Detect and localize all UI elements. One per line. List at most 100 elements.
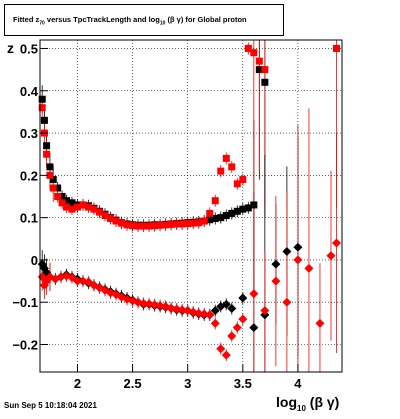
point-1-44 (332, 44, 340, 52)
point-0-35 (217, 214, 225, 222)
point-3-20 (139, 298, 149, 308)
point-3-27 (177, 305, 187, 315)
point-3-38 (238, 314, 248, 324)
point-0-33 (206, 216, 214, 224)
point-0-4 (49, 176, 57, 184)
point-3-17 (122, 294, 132, 304)
point-1-5 (54, 192, 62, 200)
title-prefix: Fitted z (13, 15, 40, 24)
point-0-41 (250, 201, 258, 209)
point-2-36 (227, 304, 237, 314)
point-1-38 (233, 180, 241, 188)
y-tick-label-2: 0 (31, 253, 38, 268)
point-3-39 (249, 289, 259, 299)
x-axis-label-sub: 10 (297, 403, 306, 413)
point-3-26 (172, 304, 182, 314)
point-0-37 (228, 209, 236, 217)
point-0-34 (211, 214, 219, 222)
point-0-5 (54, 184, 62, 192)
x-axis-label-main: log (276, 394, 297, 410)
point-0-0 (38, 95, 46, 103)
point-1-6 (58, 199, 66, 207)
point-3-23 (155, 301, 165, 311)
point-1-18 (123, 221, 131, 229)
point-3-42 (282, 297, 292, 307)
y-tick-label-3: 0.1 (20, 211, 38, 226)
x-tick-label-0: 2 (74, 376, 81, 391)
x-tick-label-3: 3.5 (234, 376, 252, 391)
point-2-33 (210, 306, 220, 316)
point-3-41 (271, 276, 281, 286)
y-tick-label-0: −0.2 (12, 338, 38, 353)
y-tick-label-5: 0.3 (20, 126, 38, 141)
point-3-47 (331, 238, 341, 248)
title-sub-2: 10 (159, 20, 166, 27)
timestamp-footer: Sun Sep 5 10:18:04 2021 (4, 401, 97, 410)
point-0-8 (68, 199, 76, 207)
point-1-12 (90, 205, 98, 213)
point-1-8 (68, 205, 76, 213)
point-3-30 (194, 308, 204, 318)
point-1-13 (96, 208, 104, 216)
point-3-33 (210, 318, 220, 328)
title-middle: versus TpcTrackLength and log (44, 15, 160, 24)
point-3-35 (221, 350, 231, 360)
point-3-36 (227, 331, 237, 341)
point-0-39 (239, 205, 247, 213)
point-1-11 (84, 203, 92, 211)
point-1-42 (255, 57, 263, 65)
point-0-43 (261, 78, 269, 86)
point-3-5 (56, 272, 66, 282)
point-3-31 (199, 309, 209, 319)
point-2-37 (238, 293, 248, 303)
point-3-46 (326, 251, 336, 261)
point-3-43 (293, 255, 303, 265)
point-1-39 (239, 176, 247, 184)
x-tick-label-1: 2.5 (124, 376, 142, 391)
point-2-35 (221, 299, 231, 309)
point-1-26 (167, 220, 175, 228)
point-1-33 (206, 209, 214, 217)
point-1-29 (184, 220, 192, 228)
point-1-2 (43, 150, 51, 158)
point-2-42 (293, 242, 303, 252)
point-1-25 (162, 221, 170, 229)
point-1-43 (261, 66, 269, 74)
point-3-45 (315, 318, 325, 328)
x-axis-label-suffix: (β γ) (305, 394, 340, 410)
point-1-7 (62, 203, 70, 211)
point-3-21 (144, 299, 154, 309)
point-1-15 (107, 214, 115, 222)
point-1-4 (49, 184, 57, 192)
y-axis-label: z (7, 40, 14, 56)
point-0-3 (46, 163, 54, 171)
y-tick-label-7: 0.5 (20, 41, 38, 56)
x-tick-label-4: 4 (294, 376, 302, 391)
point-0-40 (244, 204, 252, 212)
point-1-23 (151, 222, 159, 230)
x-tick-label-2: 3 (184, 376, 191, 391)
point-1-22 (145, 222, 153, 230)
point-3-8 (72, 276, 82, 286)
point-0-42 (255, 66, 263, 74)
point-2-38 (249, 323, 259, 333)
point-1-41 (250, 49, 258, 57)
point-3-22 (150, 300, 160, 310)
point-0-2 (43, 142, 51, 150)
point-0-7 (62, 197, 70, 205)
point-1-21 (140, 222, 148, 230)
point-1-37 (228, 163, 236, 171)
point-1-30 (189, 219, 197, 227)
point-3-25 (166, 303, 176, 313)
point-3-37 (232, 323, 242, 333)
y-tick-label-1: −0.1 (12, 295, 38, 310)
plot-title: Fitted z70 versus TpcTrackLength and log… (4, 4, 284, 36)
point-3-32 (205, 310, 215, 320)
plot-frame (39, 39, 343, 373)
point-1-19 (129, 222, 137, 230)
point-1-35 (217, 167, 225, 175)
point-1-0 (38, 104, 46, 112)
point-1-20 (134, 222, 142, 230)
